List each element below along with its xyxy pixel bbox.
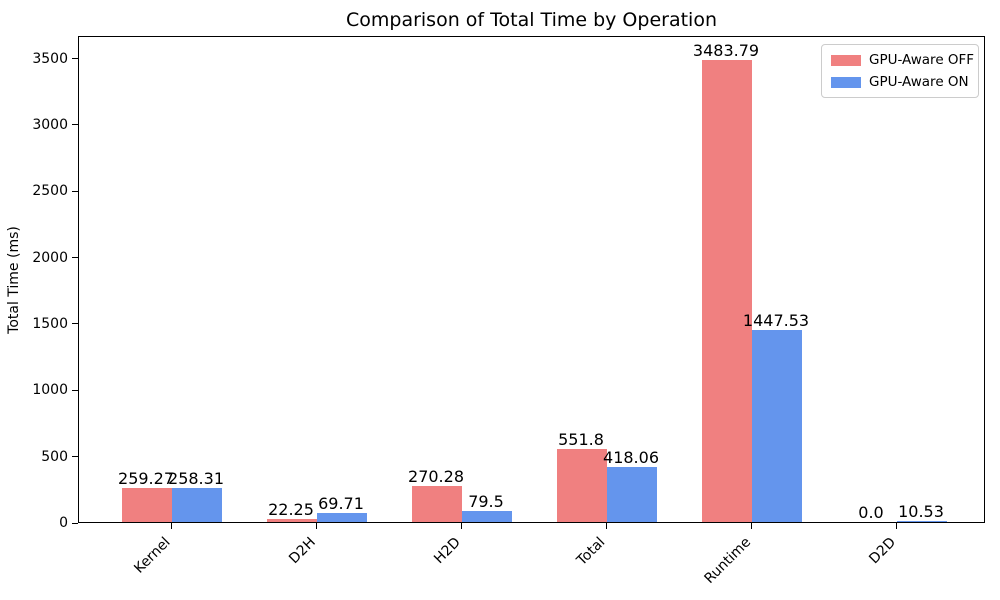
bar-value-label: 551.8	[558, 429, 604, 449]
x-tick-label: Total	[574, 534, 609, 569]
bar-total-on	[607, 466, 657, 522]
bar-value-label: 1447.53	[742, 310, 810, 330]
y-tick-label: 3500	[32, 50, 68, 67]
x-tick-mark	[171, 523, 172, 529]
y-tick-mark	[72, 456, 78, 458]
chart-title: Comparison of Total Time by Operation	[345, 9, 717, 31]
y-tick-label: 2000	[32, 249, 68, 266]
x-tick-label: Kernel	[131, 534, 174, 577]
x-tick-label: H2D	[430, 534, 464, 568]
y-tick-label: 1000	[32, 382, 68, 399]
legend-row: GPU-Aware ON	[831, 74, 969, 90]
x-tick-label: Runtime	[700, 534, 754, 588]
legend: GPU-Aware OFF GPU-Aware ON	[821, 44, 979, 98]
y-tick-mark	[72, 58, 78, 60]
bar-kernel-off	[122, 487, 172, 522]
legend-label: GPU-Aware ON	[869, 74, 969, 90]
x-tick-mark	[316, 523, 317, 529]
y-tick-mark	[72, 323, 78, 325]
bar-value-label: 3483.79	[692, 40, 760, 60]
x-tick-mark	[606, 523, 607, 529]
plot-area	[78, 36, 985, 523]
y-tick-label: 0	[59, 515, 68, 531]
y-tick-mark	[72, 522, 78, 524]
y-tick-mark	[72, 257, 78, 259]
x-tick-mark	[896, 523, 897, 529]
y-tick-mark	[72, 190, 78, 192]
bar-value-label: 258.31	[168, 468, 224, 488]
y-tick-label: 500	[41, 448, 68, 465]
bar-value-label: 259.27	[118, 468, 174, 488]
bar-d2d-on	[897, 520, 947, 522]
bar-total-off	[557, 448, 607, 522]
bar-value-label: 0.0	[858, 503, 884, 522]
bar-value-label: 22.25	[268, 500, 314, 520]
bar-d2h-on	[317, 512, 367, 522]
legend-row: GPU-Aware OFF	[831, 52, 974, 68]
y-tick-label: 2500	[32, 183, 68, 200]
bar-h2d-off	[412, 486, 462, 522]
bar-runtime-on	[752, 329, 802, 522]
y-tick-mark	[72, 389, 78, 391]
bar-runtime-off	[702, 59, 752, 522]
x-tick-mark	[461, 523, 462, 529]
bar-h2d-on	[462, 511, 512, 522]
bar-value-label: 270.28	[408, 467, 464, 487]
legend-swatch-icon	[831, 54, 861, 66]
y-tick-label: 3000	[32, 116, 68, 133]
x-tick-label: D2D	[865, 534, 899, 568]
bar-value-label: 10.53	[898, 501, 944, 521]
legend-swatch-icon	[831, 76, 861, 88]
bar-d2h-off	[267, 519, 317, 522]
x-tick-label: D2H	[285, 534, 319, 568]
legend-label: GPU-Aware OFF	[869, 52, 975, 68]
bar-kernel-on	[172, 487, 222, 522]
x-tick-mark	[751, 523, 752, 529]
y-tick-mark	[72, 124, 78, 126]
bar-value-label: 69.71	[318, 493, 364, 513]
y-tick-label: 1500	[32, 315, 68, 332]
bar-value-label: 79.5	[468, 492, 504, 512]
bar-value-label: 418.06	[603, 447, 659, 467]
